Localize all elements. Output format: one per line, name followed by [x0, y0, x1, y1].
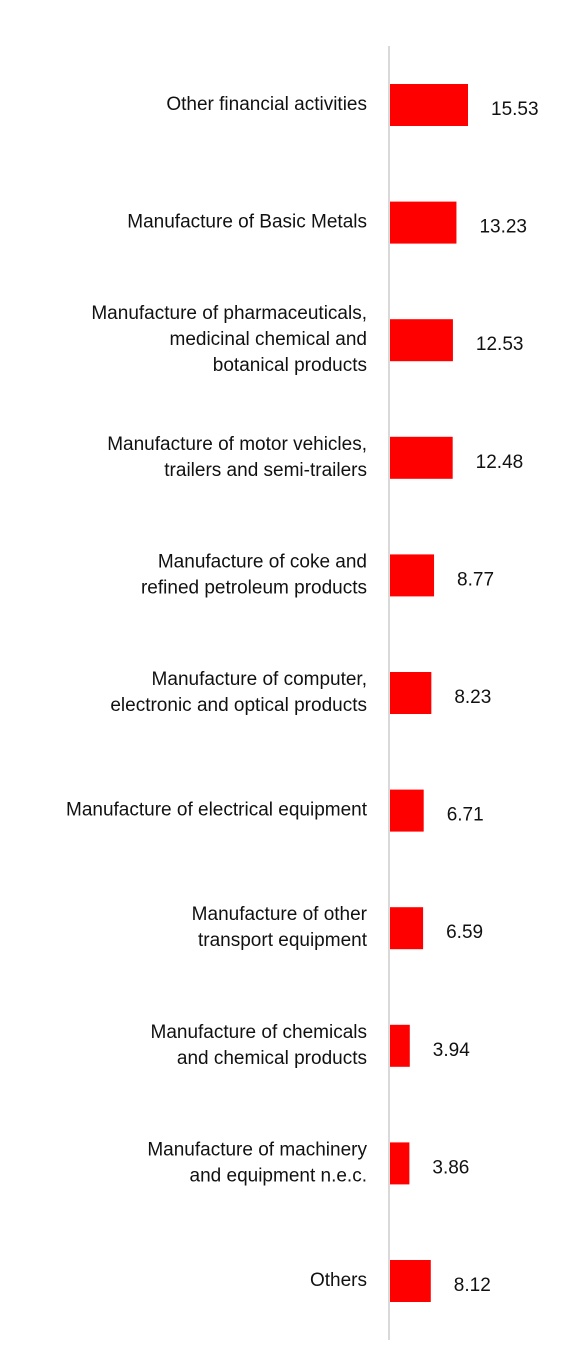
category-label-line: Manufacture of Basic Metals [127, 212, 367, 233]
bars-layer [390, 84, 468, 1302]
bar-3 [390, 436, 453, 479]
value-label-8: 3.94 [433, 1040, 470, 1061]
category-label-0: Other financial activities [166, 94, 367, 115]
category-label-9: Manufacture of machinery and equipment n.… [147, 1139, 367, 1186]
category-label-line: Manufacture of machinery [147, 1139, 367, 1160]
bar-8 [390, 1024, 410, 1067]
category-label-4: Manufacture of coke and refined petroleum… [141, 551, 367, 598]
category-label-10: Others [310, 1270, 367, 1291]
bar-9 [390, 1142, 410, 1185]
value-labels-layer: 15.53 13.23 12.53 12.48 8.77 8.23 6.71 6.59 3.94… [432, 99, 538, 1296]
bar-6 [390, 789, 424, 832]
category-label-line: Others [310, 1270, 367, 1291]
value-label-5: 8.23 [454, 687, 491, 708]
bar-2 [390, 319, 453, 362]
category-label-line: medicinal chemical and [170, 329, 368, 350]
category-label-line: Manufacture of chemicals [151, 1022, 368, 1043]
bar-7 [390, 907, 424, 950]
category-label-6: Manufacture of electrical equipment [66, 800, 368, 821]
value-label-1: 13.23 [479, 217, 527, 238]
category-label-line: and chemical products [177, 1048, 367, 1069]
category-label-line: electronic and optical products [110, 695, 367, 716]
value-label-7: 6.59 [446, 922, 483, 943]
category-label-line: Manufacture of coke and [158, 551, 367, 572]
category-label-line: Manufacture of pharmaceuticals, [91, 303, 367, 324]
category-label-line: trailers and semi-trailers [164, 460, 367, 481]
category-label-line: and equipment n.e.c. [190, 1165, 367, 1186]
category-label-line: Manufacture of electrical equipment [66, 800, 368, 821]
value-label-3: 12.48 [476, 452, 524, 473]
bar-4 [390, 554, 435, 597]
value-label-9: 3.86 [432, 1157, 469, 1178]
value-label-2: 12.53 [476, 334, 524, 355]
category-label-line: Manufacture of computer, [152, 669, 367, 690]
category-label-5: Manufacture of computer, electronic and o… [110, 669, 367, 716]
value-label-6: 6.71 [447, 805, 484, 826]
bar-10 [390, 1260, 431, 1302]
category-label-3: Manufacture of motor vehicles, trailers a… [107, 434, 367, 481]
bar-5 [390, 672, 432, 714]
category-label-line: refined petroleum products [141, 577, 367, 598]
value-label-4: 8.77 [457, 569, 494, 590]
category-label-line: botanical products [213, 355, 367, 376]
value-label-0: 15.53 [491, 99, 539, 120]
bar-1 [390, 201, 457, 244]
category-label-1: Manufacture of Basic Metals [127, 212, 367, 233]
bar-0 [390, 84, 468, 126]
category-label-line: Manufacture of motor vehicles, [107, 434, 367, 455]
category-label-line: Manufacture of other [192, 904, 368, 925]
category-labels-layer: Other financial activities Manufacture of… [66, 94, 368, 1291]
value-label-10: 8.12 [454, 1275, 491, 1296]
category-label-line: Other financial activities [166, 94, 367, 115]
category-label-2: Manufacture of pharmaceuticals, medicinal… [91, 303, 367, 376]
category-label-line: transport equipment [198, 930, 368, 951]
category-label-7: Manufacture of other transport equipment [192, 904, 368, 951]
category-label-8: Manufacture of chemicals and chemical pro… [151, 1022, 368, 1069]
